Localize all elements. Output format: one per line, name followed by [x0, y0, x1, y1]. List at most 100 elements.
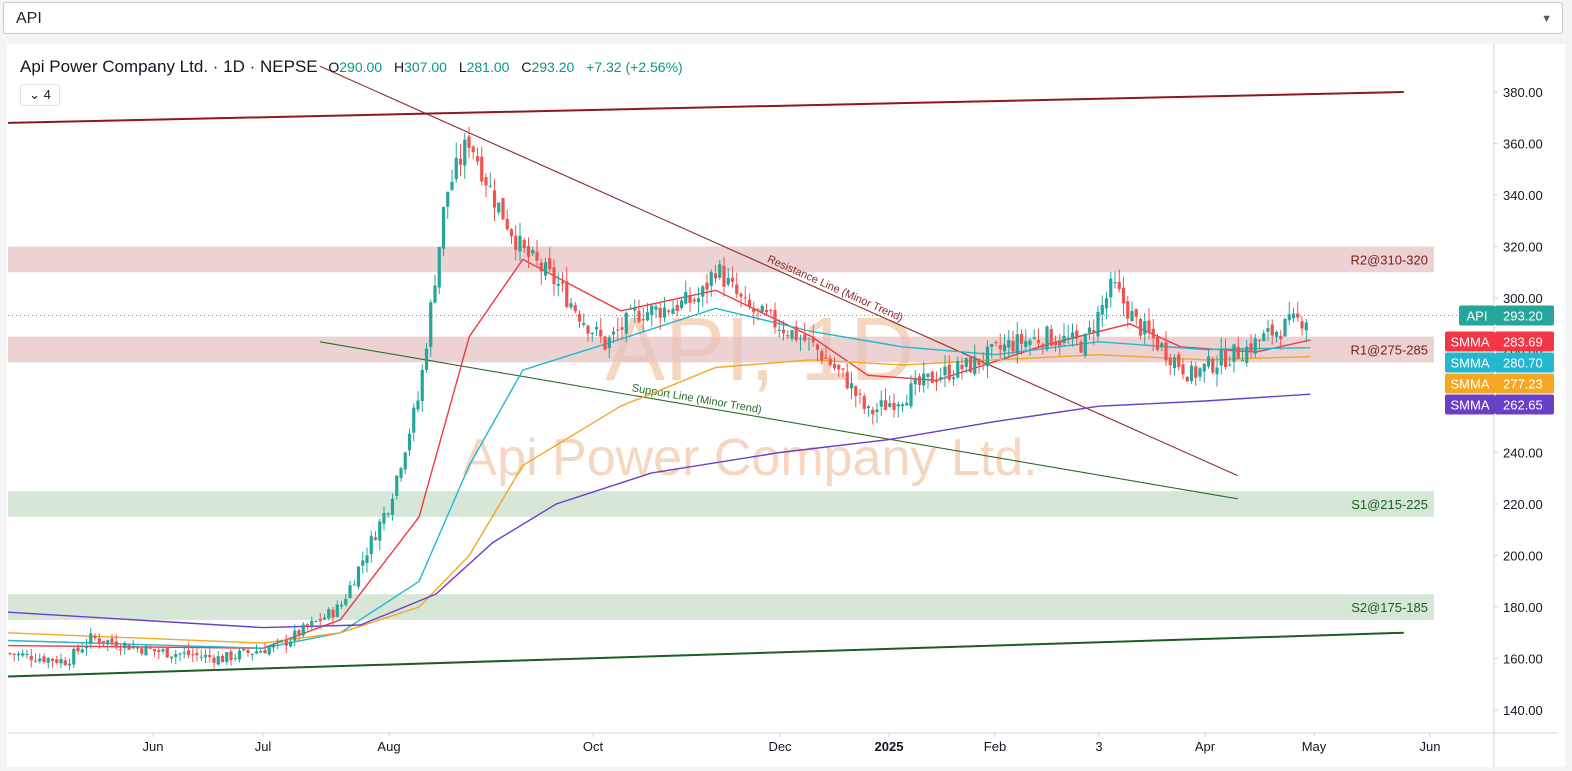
- candle: [752, 301, 756, 326]
- candle: [722, 256, 726, 297]
- candle: [454, 142, 458, 183]
- last-price-symbol-badge: [1459, 305, 1495, 326]
- candle-body: [1130, 310, 1134, 322]
- y-tick-label: 160.00: [1503, 652, 1543, 667]
- candle-body: [900, 404, 905, 407]
- candle: [131, 639, 135, 650]
- candle-body: [386, 513, 390, 515]
- candle-body: [883, 400, 888, 410]
- indicator-name-badge: [1445, 394, 1495, 415]
- candle-body: [441, 207, 446, 249]
- candle-body: [93, 635, 97, 638]
- chart-panel[interactable]: API, 1D Api Power Company Ltd. R2@310-32…: [7, 44, 1565, 767]
- candle-body: [624, 312, 628, 334]
- candle: [798, 334, 803, 352]
- candle-body: [233, 657, 237, 659]
- candle-body: [509, 229, 514, 237]
- candle: [862, 393, 866, 414]
- symbol-select[interactable]: API ▼: [3, 2, 1563, 34]
- last-price-value: 293.20: [1503, 309, 1543, 324]
- candle-body: [344, 598, 348, 605]
- close-value: 293.20: [531, 59, 575, 75]
- candle: [1228, 355, 1232, 367]
- candle-body: [603, 336, 607, 350]
- candle-body: [1223, 349, 1228, 368]
- candle: [828, 355, 832, 368]
- candle: [1011, 330, 1015, 355]
- candle-body: [998, 345, 1002, 350]
- candle: [297, 629, 301, 642]
- chevron-down-icon: ▼: [1541, 13, 1552, 25]
- candle: [369, 530, 373, 563]
- candle: [148, 644, 152, 650]
- candle: [896, 401, 900, 418]
- candle-body: [1070, 332, 1075, 340]
- candle-body: [212, 657, 216, 663]
- candle: [1134, 308, 1138, 326]
- candle-body: [1113, 282, 1117, 284]
- candle: [484, 173, 488, 198]
- candle-body: [310, 620, 314, 626]
- candle: [356, 565, 361, 590]
- candle-body: [1287, 314, 1291, 321]
- candle: [80, 643, 84, 654]
- candle-body: [977, 358, 981, 365]
- candle: [1274, 330, 1279, 343]
- candle-body: [769, 310, 773, 312]
- candle-body: [1011, 341, 1015, 352]
- candle-body: [1015, 334, 1019, 354]
- candle-body: [760, 306, 764, 312]
- open-label: O: [328, 59, 340, 75]
- indicators-toggle-button[interactable]: ⌄ 4: [20, 84, 60, 106]
- candle: [1279, 330, 1283, 350]
- candle-body: [824, 357, 828, 359]
- candle-body: [21, 653, 25, 656]
- candle: [450, 169, 454, 192]
- indicator-value-badge: [1495, 373, 1554, 394]
- last-price-symbol: API: [1467, 309, 1488, 324]
- candle-body: [305, 624, 310, 628]
- candle-body: [46, 658, 50, 663]
- symbol-select-value: API: [16, 10, 42, 27]
- candle-body: [382, 513, 386, 524]
- y-axis[interactable]: 140.00160.00180.00200.00220.00240.00260.…: [1494, 85, 1543, 718]
- candle-body: [930, 371, 934, 384]
- candle-body: [871, 409, 875, 415]
- candle-body: [994, 342, 998, 344]
- candle-body: [960, 364, 964, 370]
- candle: [688, 287, 692, 312]
- indicator-value: 280.70: [1503, 356, 1543, 371]
- candle-body: [786, 335, 790, 337]
- candle: [195, 648, 199, 662]
- high-label: H: [393, 59, 405, 75]
- candle-body: [246, 650, 250, 653]
- candle: [1185, 376, 1189, 382]
- candle: [514, 225, 518, 261]
- candle: [518, 222, 522, 262]
- candle-body: [909, 383, 913, 407]
- x-axis[interactable]: Jun Jul Aug Oct Dec 2025 Feb 3 Apr May Jun: [143, 733, 1441, 754]
- candle: [628, 305, 633, 310]
- candle-body: [484, 177, 488, 186]
- candle: [692, 297, 696, 304]
- candle: [152, 649, 157, 657]
- candle-body: [429, 302, 433, 347]
- candle-body: [178, 653, 182, 655]
- zone-label: S2@175-185: [1351, 600, 1428, 615]
- candle: [407, 428, 412, 457]
- candle: [837, 363, 841, 378]
- price-chart[interactable]: API, 1D Api Power Company Ltd. R2@310-32…: [7, 44, 1565, 767]
- candle-body: [667, 310, 671, 313]
- candle-body: [280, 640, 284, 642]
- candle-body: [662, 307, 667, 318]
- candle-body: [186, 650, 191, 656]
- candle-body: [556, 283, 560, 286]
- candle-body: [199, 656, 203, 658]
- candle: [1291, 307, 1296, 323]
- candle-body: [730, 277, 735, 282]
- candle: [794, 320, 798, 343]
- candle-body: [552, 267, 556, 285]
- candle-body: [284, 639, 288, 646]
- candle: [1257, 339, 1262, 350]
- candle-body: [348, 585, 352, 599]
